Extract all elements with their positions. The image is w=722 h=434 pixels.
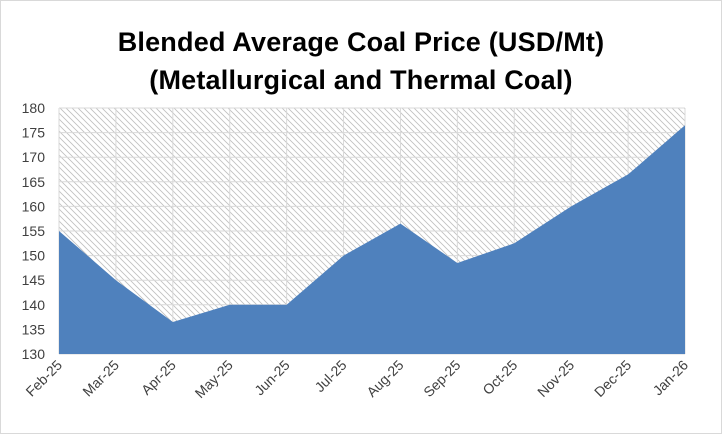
y-tick-label: 170	[22, 149, 46, 165]
y-tick-label: 130	[22, 346, 46, 362]
x-tick-label: Jun-25	[251, 357, 293, 399]
y-tick-label: 155	[22, 223, 46, 239]
series-area	[59, 125, 685, 354]
chart-title: Blended Average Coal Price (USD/Mt)	[117, 27, 605, 57]
x-tick-label: Apr-25	[138, 357, 179, 398]
y-tick-label: 140	[22, 297, 46, 313]
y-tick-label: 180	[22, 100, 46, 116]
y-tick-label: 135	[22, 321, 46, 337]
x-tick-label: Dec-25	[591, 357, 634, 400]
x-tick-label: Jan-26	[650, 357, 692, 399]
x-tick-label: Nov-25	[534, 357, 577, 400]
x-tick-label: Aug-25	[363, 357, 406, 400]
x-tick-label: Oct-25	[479, 357, 520, 398]
x-tick-label: May-25	[192, 357, 236, 401]
x-tick-label: Sep-25	[420, 357, 463, 400]
y-tick-label: 165	[22, 174, 46, 190]
y-tick-label: 150	[22, 248, 46, 264]
y-tick-label: 175	[22, 125, 46, 141]
chart-title-block: Blended Average Coal Price (USD/Mt) (Met…	[1, 23, 721, 99]
y-tick-label: 160	[22, 198, 46, 214]
chart-subtitle: (Metallurgical and Thermal Coal)	[149, 65, 573, 95]
y-tick-label: 145	[22, 272, 46, 288]
x-tick-label: Feb-25	[22, 357, 65, 400]
x-tick-label: Mar-25	[79, 357, 122, 400]
x-tick-label: Jul-25	[311, 357, 349, 395]
